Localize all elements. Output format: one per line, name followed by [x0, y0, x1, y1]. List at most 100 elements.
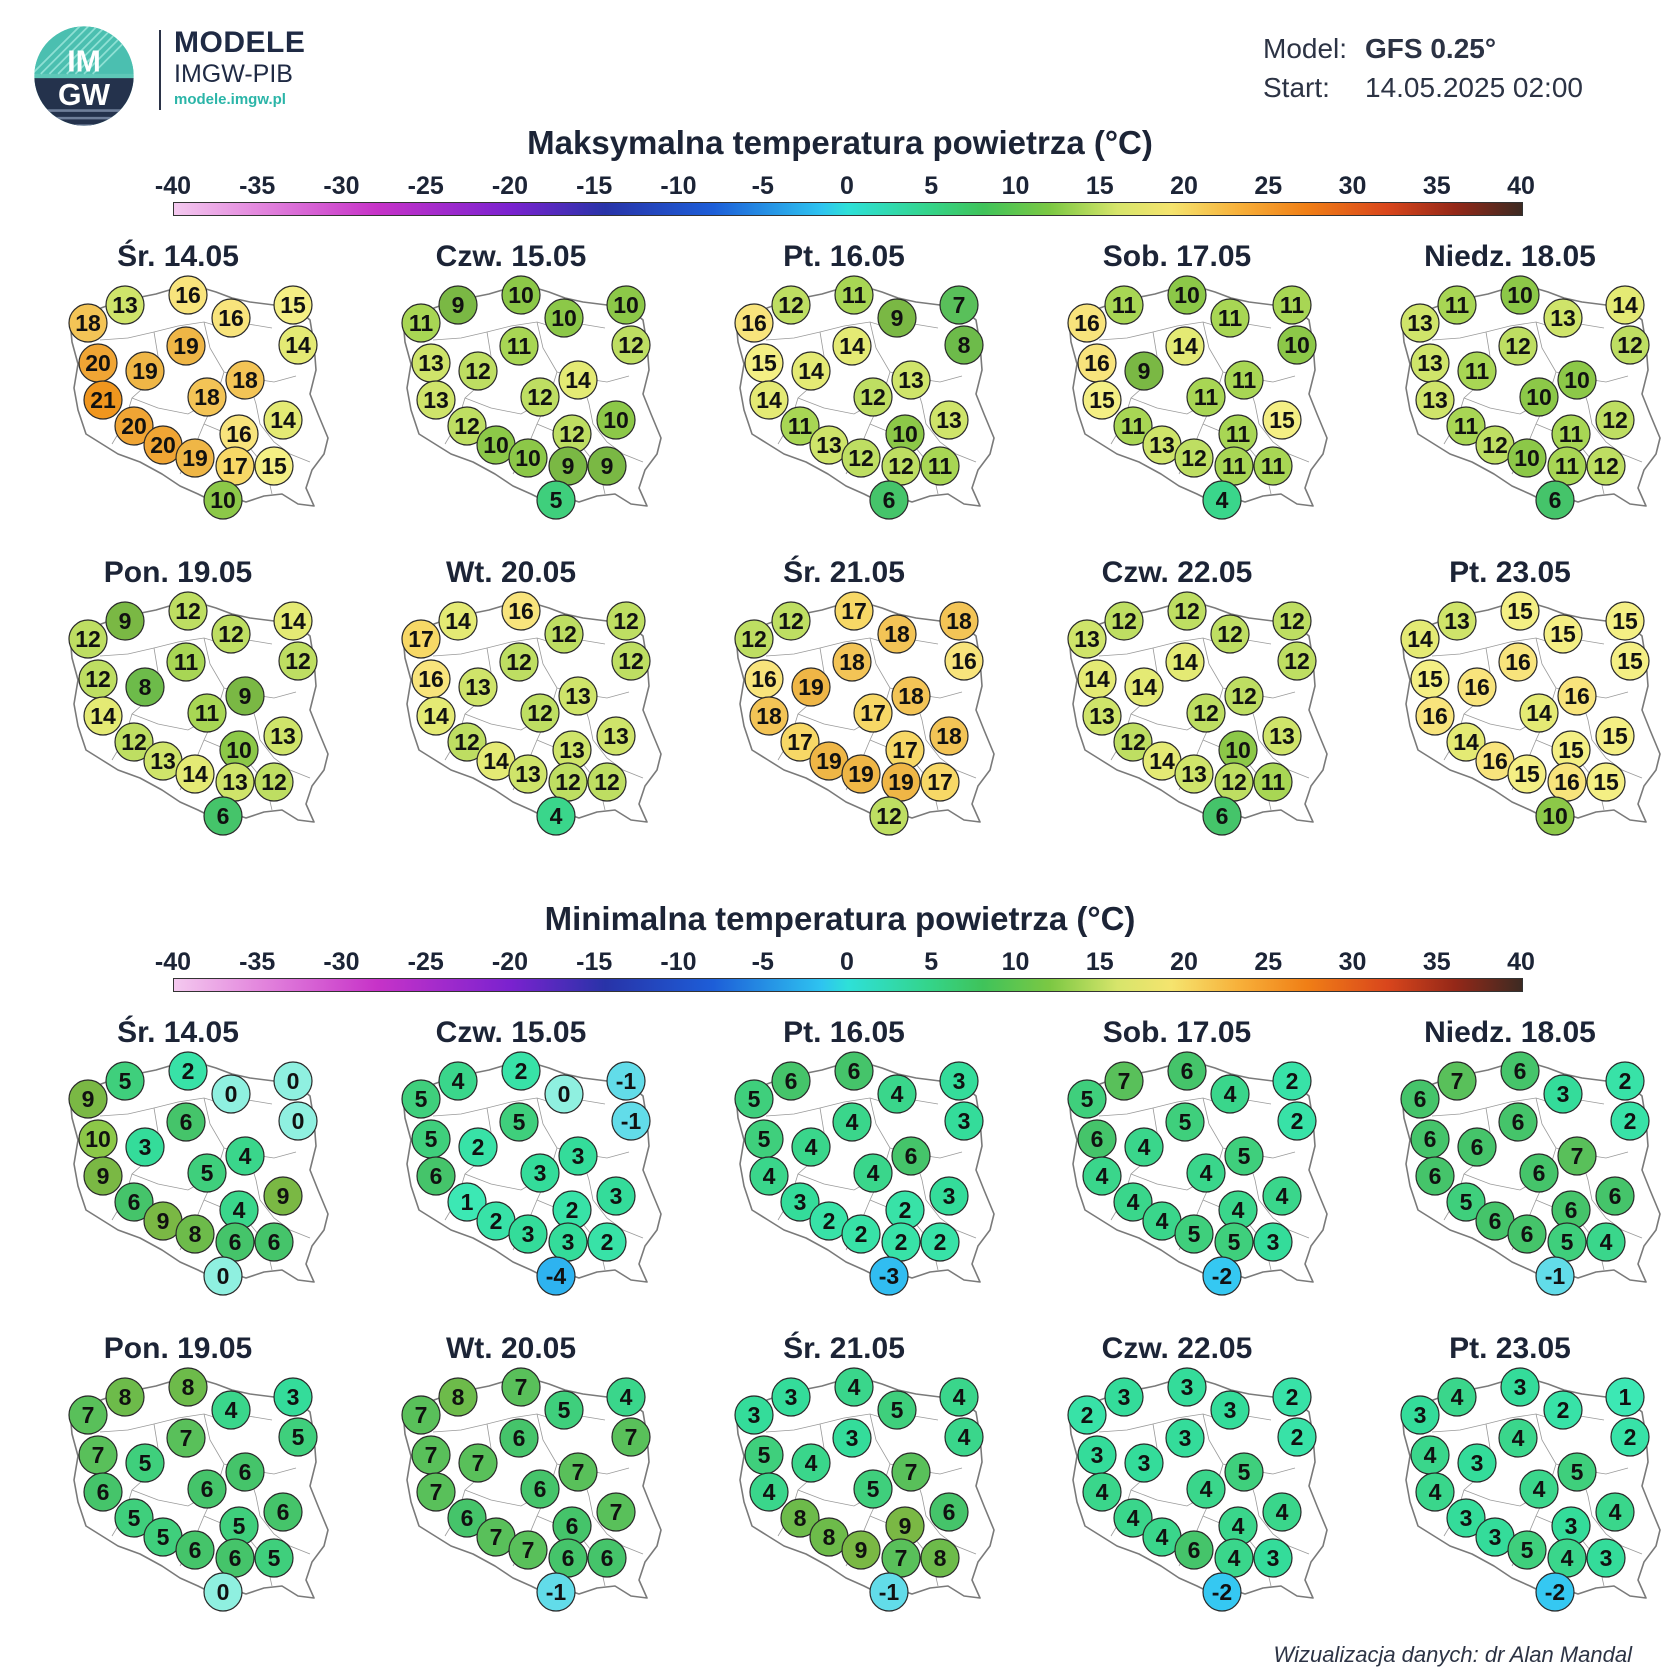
- station-circle: [939, 1377, 979, 1417]
- station-marker: 12: [1610, 325, 1650, 365]
- station-value: 13: [1407, 310, 1433, 336]
- station-value: 14: [1612, 292, 1638, 318]
- station-value: 11: [928, 453, 953, 479]
- station-value: 1: [1619, 1384, 1632, 1410]
- station-marker: 2: [920, 1222, 960, 1262]
- station-value: 14: [1172, 649, 1198, 675]
- station-circle: [920, 1222, 960, 1262]
- station-circle: [501, 1367, 541, 1407]
- station-circle: [929, 716, 969, 756]
- scale-tick-label: -10: [660, 948, 697, 976]
- station-circle: [734, 1079, 774, 1119]
- station-marker: 14: [1400, 619, 1440, 659]
- station-value: 16: [418, 666, 444, 692]
- station-circle: [1519, 693, 1559, 733]
- station-marker: 11: [1253, 446, 1293, 486]
- station-marker: 12: [1475, 425, 1515, 465]
- day-title: Czw. 15.05: [435, 1016, 587, 1049]
- station-value: 14: [270, 407, 296, 433]
- station-value: 5: [233, 1513, 246, 1539]
- station-marker: 14: [1165, 326, 1205, 366]
- station-circle: [263, 716, 303, 756]
- station-circle: [1543, 1074, 1583, 1114]
- station-value: 5: [1238, 1459, 1251, 1485]
- station-circle: [83, 380, 123, 420]
- station-marker: 14: [832, 326, 872, 366]
- station-value: 12: [778, 608, 804, 634]
- station-value: 5: [513, 1109, 526, 1135]
- day-title: Czw. 22.05: [1101, 1332, 1253, 1365]
- station-circle: [1104, 1061, 1144, 1101]
- station-circle: [225, 1452, 265, 1492]
- station-value: 3: [953, 1068, 966, 1094]
- station-value: 6: [1565, 1197, 1578, 1223]
- station-marker: 9: [438, 285, 478, 325]
- station-circle: [939, 285, 979, 325]
- station-marker: 3: [1167, 1367, 1207, 1407]
- station-value: 13: [1149, 432, 1175, 458]
- station-marker: 4: [1214, 1538, 1254, 1578]
- station-value: 5: [268, 1545, 281, 1571]
- station-marker: 12: [78, 659, 118, 699]
- station-marker: -2: [1202, 1256, 1242, 1296]
- station-circle: [1535, 1256, 1575, 1296]
- station-marker: 6: [771, 1061, 811, 1101]
- station-value: 10: [85, 1126, 111, 1152]
- station-marker: 4: [1218, 1506, 1258, 1546]
- station-circle: [447, 1498, 487, 1538]
- station-value: 7: [515, 1374, 528, 1400]
- station-marker: 11: [920, 446, 960, 486]
- station-value: 4: [1200, 1476, 1213, 1502]
- station-value: 14: [1131, 674, 1157, 700]
- station-marker: 6: [416, 1156, 456, 1196]
- station-marker: 4: [832, 1102, 872, 1142]
- station-marker: -2: [1535, 1572, 1575, 1612]
- station-marker: 5: [499, 1102, 539, 1142]
- station-marker: 3: [1586, 1538, 1626, 1578]
- station-value: 6: [785, 1068, 798, 1094]
- station-marker: 6: [834, 1051, 874, 1091]
- station-marker: 16: [168, 275, 208, 315]
- station-marker: 3: [125, 1127, 165, 1167]
- station-value: 12: [121, 729, 147, 755]
- scale-tick-label: -25: [407, 948, 444, 976]
- station-marker: 0: [203, 1256, 243, 1296]
- station-value: 4: [1424, 1442, 1437, 1468]
- station-value: 6: [1533, 1160, 1546, 1186]
- station-circle: [225, 1136, 265, 1176]
- station-circle: [1124, 667, 1164, 707]
- scale-color-bar: [173, 202, 1523, 216]
- station-value: 15: [261, 453, 287, 479]
- station-value: 17: [841, 598, 867, 624]
- station-circle: [416, 1472, 456, 1512]
- station-marker: 7: [1437, 1061, 1477, 1101]
- station-marker: 11: [1551, 414, 1591, 454]
- station-circle: [1104, 1377, 1144, 1417]
- station-value: -2: [1212, 1579, 1232, 1605]
- station-value: 3: [1118, 1384, 1131, 1410]
- station-circle: [225, 676, 265, 716]
- station-value: 6: [229, 1229, 242, 1255]
- station-value: 7: [415, 1402, 428, 1428]
- station-marker: 10: [78, 1119, 118, 1159]
- station-value: 7: [490, 1524, 503, 1550]
- station-marker: 12: [211, 614, 251, 654]
- station-value: 6: [1549, 487, 1562, 513]
- station-circle: [869, 1572, 909, 1612]
- station-value: 12: [1181, 445, 1207, 471]
- station-circle: [1253, 762, 1293, 802]
- station-circle: [1262, 400, 1302, 440]
- station-value: 2: [472, 1134, 485, 1160]
- scale-tick-label: -10: [660, 172, 697, 200]
- station-marker: 6: [447, 1498, 487, 1538]
- station-marker: 5: [219, 1506, 259, 1546]
- station-circle: [1586, 1538, 1626, 1578]
- scale-tick-label: -20: [491, 948, 529, 976]
- station-marker: 13: [596, 716, 636, 756]
- station-value: 16: [1084, 350, 1110, 376]
- station-marker: 3: [1457, 1443, 1497, 1483]
- station-circle: [1165, 1418, 1205, 1458]
- station-circle: [203, 1256, 243, 1296]
- station-circle: [891, 1452, 931, 1492]
